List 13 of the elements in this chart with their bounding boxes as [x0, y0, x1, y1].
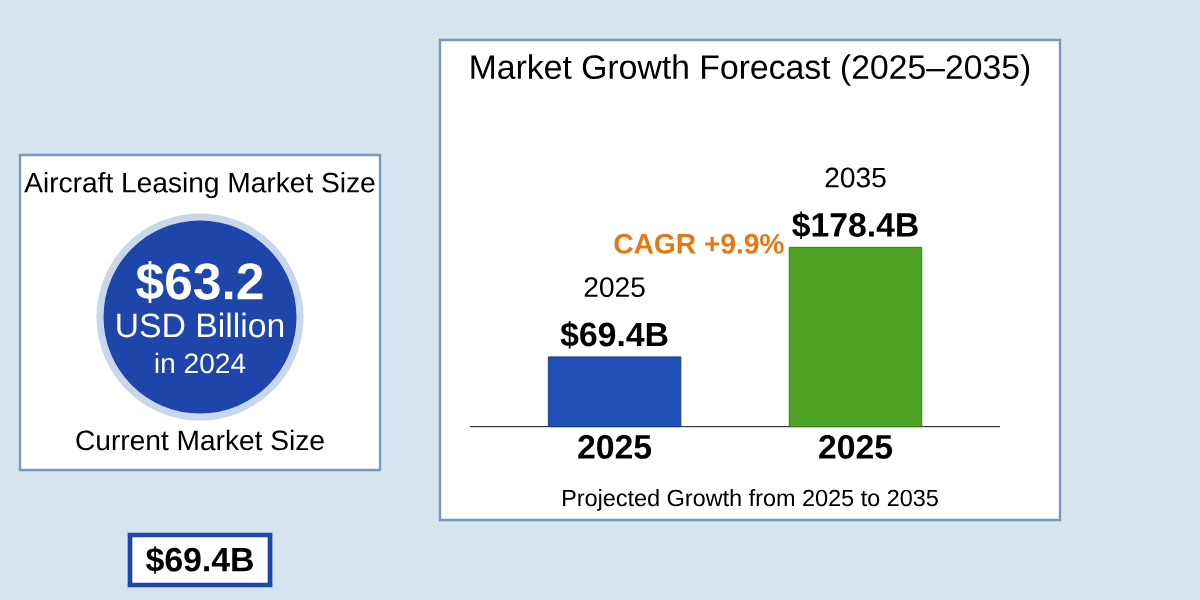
text: in 2024 [155, 352, 246, 374]
text: $69.4B [146, 546, 253, 574]
text: Projected Growth from 2025 to 2035 [563, 489, 938, 511]
text: 2035 [825, 167, 886, 188]
annotation: CAGR +9.9% [614, 233, 784, 254]
text: Aircraft Leasing Market Size [24, 171, 375, 199]
data-label: $178.4B [792, 211, 918, 240]
text: Current Market Size [76, 429, 324, 451]
chart-title: Market Growth Forecast (2025–2035) [471, 54, 1030, 86]
annotation: 2025 [584, 277, 645, 298]
data-label: $69.4B [560, 321, 668, 349]
text: $63.2 [136, 260, 263, 304]
text: USD Billion [117, 312, 284, 338]
